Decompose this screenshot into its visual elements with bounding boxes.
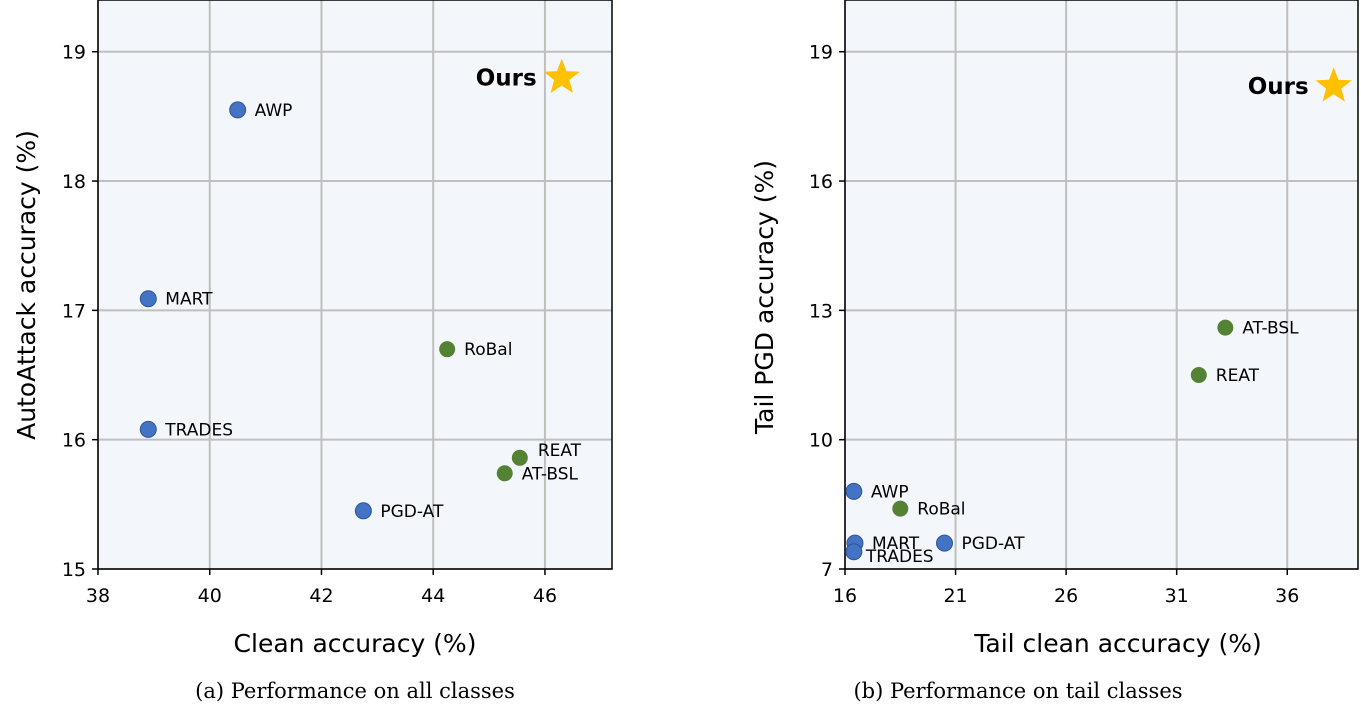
y-tick-label: 17 [62, 300, 86, 322]
point-robal [892, 500, 909, 517]
x-tick-label: 26 [1054, 585, 1078, 607]
point-label-awp: AWP [871, 482, 909, 502]
point-pgd-at [936, 534, 954, 552]
point-mart [139, 290, 157, 308]
x-tick-label: 38 [86, 585, 110, 607]
y-tick-label: 18 [62, 171, 86, 193]
y-axis-label: Tail PGD accuracy (%) [750, 160, 779, 435]
ours-label: Ours [1248, 74, 1309, 100]
ours-star-icon [1315, 67, 1352, 102]
plot-area [845, 0, 1358, 569]
x-tick-label: 36 [1275, 585, 1299, 607]
point-label-reat: REAT [538, 441, 582, 461]
x-tick-label: 40 [198, 585, 222, 607]
point-at-bsl [496, 465, 513, 482]
x-tick-label: 46 [533, 585, 557, 607]
point-label-mart: MART [165, 290, 213, 310]
plot-area [98, 0, 612, 569]
y-tick-label: 13 [809, 300, 833, 322]
point-label-mart: MART [872, 534, 920, 554]
point-label-trades: TRADES [865, 547, 934, 567]
y-axis-label: AutoAttack accuracy (%) [12, 130, 41, 440]
point-label-reat: REAT [1216, 366, 1260, 386]
x-tick-label: 42 [309, 585, 333, 607]
ours-label: Ours [476, 66, 537, 92]
x-tick-label: 44 [421, 585, 445, 607]
point-trades [139, 420, 157, 438]
point-trades [845, 543, 863, 561]
ours-star-icon [543, 58, 580, 93]
point-at-bsl [1217, 319, 1234, 336]
point-label-robal: RoBal [464, 340, 512, 360]
figure-caption: (a) Performance on all classes [195, 679, 515, 703]
point-label-pgd-at: PGD-AT [380, 502, 444, 522]
point-label-at-bsl: AT-BSL [522, 464, 579, 484]
plot-frame [844, 0, 1359, 570]
point-awp [229, 101, 247, 119]
x-tick-label: 21 [943, 585, 967, 607]
x-tick-label: 31 [1165, 585, 1189, 607]
figure-caption: (b) Performance on tail classes [853, 679, 1182, 703]
y-tick-label: 19 [809, 42, 833, 64]
point-reat [511, 449, 528, 466]
point-robal [439, 341, 456, 358]
plot-frame [97, 0, 613, 570]
point-label-pgd-at: PGD-AT [962, 534, 1026, 554]
y-tick-label: 16 [62, 430, 86, 452]
x-axis-label: Clean accuracy (%) [234, 629, 477, 658]
x-axis-label: Tail clean accuracy (%) [973, 629, 1261, 658]
point-label-at-bsl: AT-BSL [1242, 319, 1299, 339]
point-label-awp: AWP [255, 101, 293, 121]
point-pgd-at [354, 502, 372, 520]
y-tick-label: 16 [809, 171, 833, 193]
y-tick-label: 19 [62, 42, 86, 64]
y-tick-label: 7 [821, 559, 833, 581]
y-tick-label: 10 [809, 430, 833, 452]
y-tick-label: 15 [62, 559, 86, 581]
point-label-robal: RoBal [917, 500, 965, 520]
x-tick-label: 16 [833, 585, 857, 607]
chart-panel-b: 16 21 26 31 36 7 10 13 16 19 Tail clean accuracy (… [750, 0, 1359, 703]
chart-panel-a: 38 40 42 44 46 15 16 17 18 19 Clean accuracy (%) Au… [12, 0, 613, 703]
point-reat [1190, 367, 1207, 384]
point-awp [845, 482, 863, 500]
point-label-trades: TRADES [164, 420, 233, 440]
